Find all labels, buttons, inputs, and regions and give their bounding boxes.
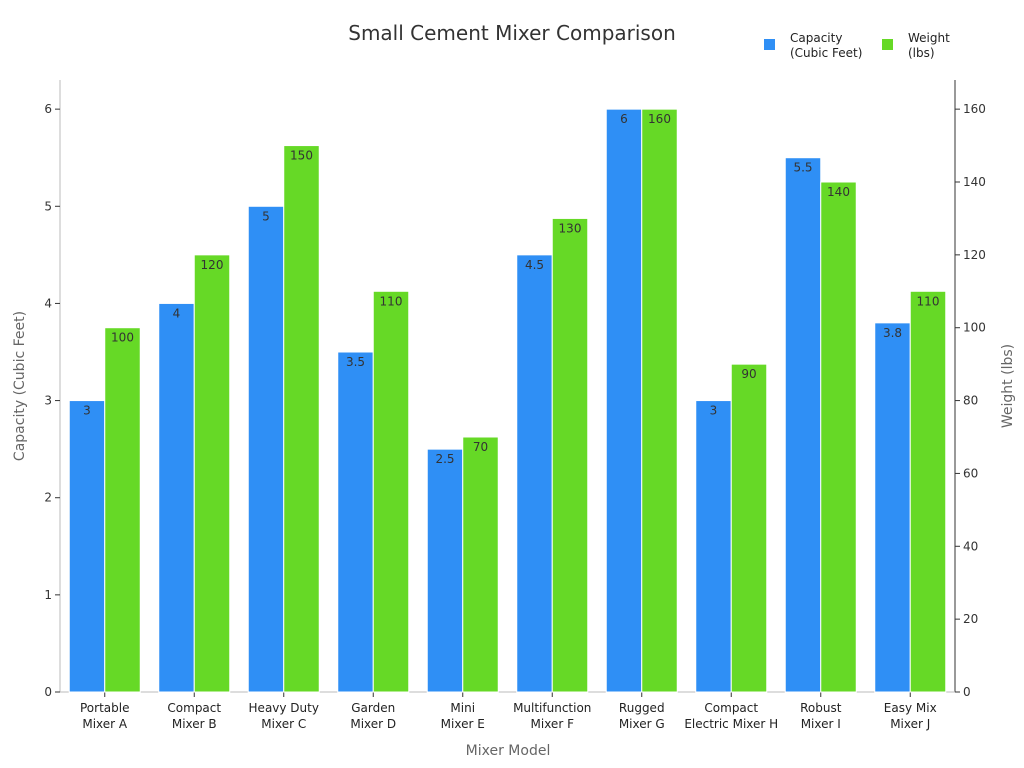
y-right-tick-label: 40 <box>963 539 978 553</box>
legend-label: Weight <box>908 31 950 45</box>
y-right-tick-label: 0 <box>963 685 971 699</box>
x-tick-label: Compact <box>704 701 758 715</box>
x-tick-label: Compact <box>167 701 221 715</box>
y-left-tick-label: 4 <box>44 296 52 310</box>
x-tick-label: Mixer D <box>350 717 396 731</box>
data-label-weight: 70 <box>473 440 488 454</box>
x-tick-label: Portable <box>80 701 129 715</box>
data-label-capacity: 3.8 <box>883 326 902 340</box>
bar-weight <box>193 254 231 693</box>
y-left-tick-label: 1 <box>44 588 52 602</box>
y-left-tick-label: 3 <box>44 394 52 408</box>
data-label-weight: 140 <box>827 185 850 199</box>
data-label-weight: 120 <box>201 258 224 272</box>
data-label-capacity: 5 <box>262 209 270 223</box>
bar-weight <box>462 436 499 693</box>
x-tick-label: Mixer E <box>441 717 485 731</box>
data-labels: 3 100 4 120 5 150 3.5 110 2.5 70 4.5 130 6 160 3 90 5.5 1… <box>83 112 939 466</box>
x-tick-label: Mixer F <box>531 717 575 731</box>
bar-weight <box>820 181 857 693</box>
data-label-weight: 110 <box>380 294 403 308</box>
bar-capacity <box>874 322 911 693</box>
bar-capacity <box>337 351 374 693</box>
x-tick-label: Robust <box>800 701 842 715</box>
y-right-tick-label: 140 <box>963 175 986 189</box>
data-label-capacity: 5.5 <box>793 161 812 175</box>
bar-weight <box>104 327 141 693</box>
chart-title: Small Cement Mixer Comparison <box>348 21 676 45</box>
bar-weight <box>372 290 410 693</box>
y-left-tick-label: 2 <box>44 491 52 505</box>
y-right-tick-label: 20 <box>963 612 978 626</box>
bar-weight <box>283 145 320 693</box>
x-tick-label: Mixer B <box>172 717 217 731</box>
data-label-capacity: 4 <box>173 306 181 320</box>
x-tick-label: Mini <box>450 701 475 715</box>
x-tick-label: Electric Mixer H <box>684 717 778 731</box>
bar-weight <box>641 108 678 693</box>
data-label-weight: 130 <box>559 221 582 235</box>
bar-weight <box>551 217 589 693</box>
axes: 0123456020406080100120140160PortableMixe… <box>44 80 986 731</box>
data-label-capacity: 3.5 <box>346 355 365 369</box>
x-tick-label: Multifunction <box>513 701 591 715</box>
x-tick-label: Mixer C <box>261 717 306 731</box>
y-left-tick-label: 6 <box>44 102 52 116</box>
data-label-weight: 150 <box>290 149 313 163</box>
data-label-weight: 100 <box>111 331 134 345</box>
legend-swatch <box>882 39 893 50</box>
legend-label: (lbs) <box>908 46 935 60</box>
bar-capacity <box>426 448 464 693</box>
data-label-capacity: 2.5 <box>435 452 454 466</box>
x-tick-label: Easy Mix <box>884 701 937 715</box>
y-axis-right-label: Weight (lbs) <box>1000 344 1016 428</box>
x-tick-label: Mixer I <box>801 717 841 731</box>
x-axis-label: Mixer Model <box>466 743 551 759</box>
y-right-tick-label: 80 <box>963 394 978 408</box>
y-right-tick-label: 100 <box>963 321 986 335</box>
data-label-capacity: 6 <box>620 112 628 126</box>
x-tick-label: Garden <box>351 701 395 715</box>
bar-capacity <box>68 400 106 693</box>
data-label-weight: 160 <box>648 112 671 126</box>
y-right-tick-label: 60 <box>963 466 978 480</box>
legend-swatch <box>764 39 775 50</box>
y-left-tick-label: 0 <box>44 685 52 699</box>
data-label-capacity: 3 <box>710 404 718 418</box>
bar-capacity <box>516 254 553 693</box>
x-tick-label: Mixer J <box>890 717 930 731</box>
bars <box>68 108 947 693</box>
data-label-capacity: 4.5 <box>525 258 544 272</box>
y-right-tick-label: 160 <box>963 102 986 116</box>
x-tick-label: Rugged <box>619 701 665 715</box>
data-label-weight: 110 <box>917 294 940 308</box>
legend-label: (Cubic Feet) <box>790 46 862 60</box>
x-tick-label: Mixer G <box>619 717 665 731</box>
data-label-weight: 90 <box>741 367 756 381</box>
bar-weight <box>730 363 768 693</box>
bar-capacity <box>605 108 643 693</box>
y-right-tick-label: 120 <box>963 248 986 262</box>
bar-weight <box>909 290 947 693</box>
legend-label: Capacity <box>790 31 842 45</box>
bar-capacity <box>247 205 285 693</box>
bar-capacity <box>784 157 822 693</box>
y-left-tick-label: 5 <box>44 199 52 213</box>
x-tick-label: Mixer A <box>82 717 128 731</box>
bar-capacity <box>695 400 732 693</box>
data-label-capacity: 3 <box>83 404 91 418</box>
x-tick-label: Heavy Duty <box>249 701 319 715</box>
y-axis-left-label: Capacity (Cubic Feet) <box>12 311 28 461</box>
bar-capacity <box>158 302 195 693</box>
legend: Capacity(Cubic Feet) Weight(lbs) <box>764 31 950 60</box>
